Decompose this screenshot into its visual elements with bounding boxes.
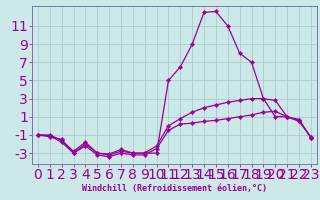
X-axis label: Windchill (Refroidissement éolien,°C): Windchill (Refroidissement éolien,°C): [82, 184, 267, 193]
